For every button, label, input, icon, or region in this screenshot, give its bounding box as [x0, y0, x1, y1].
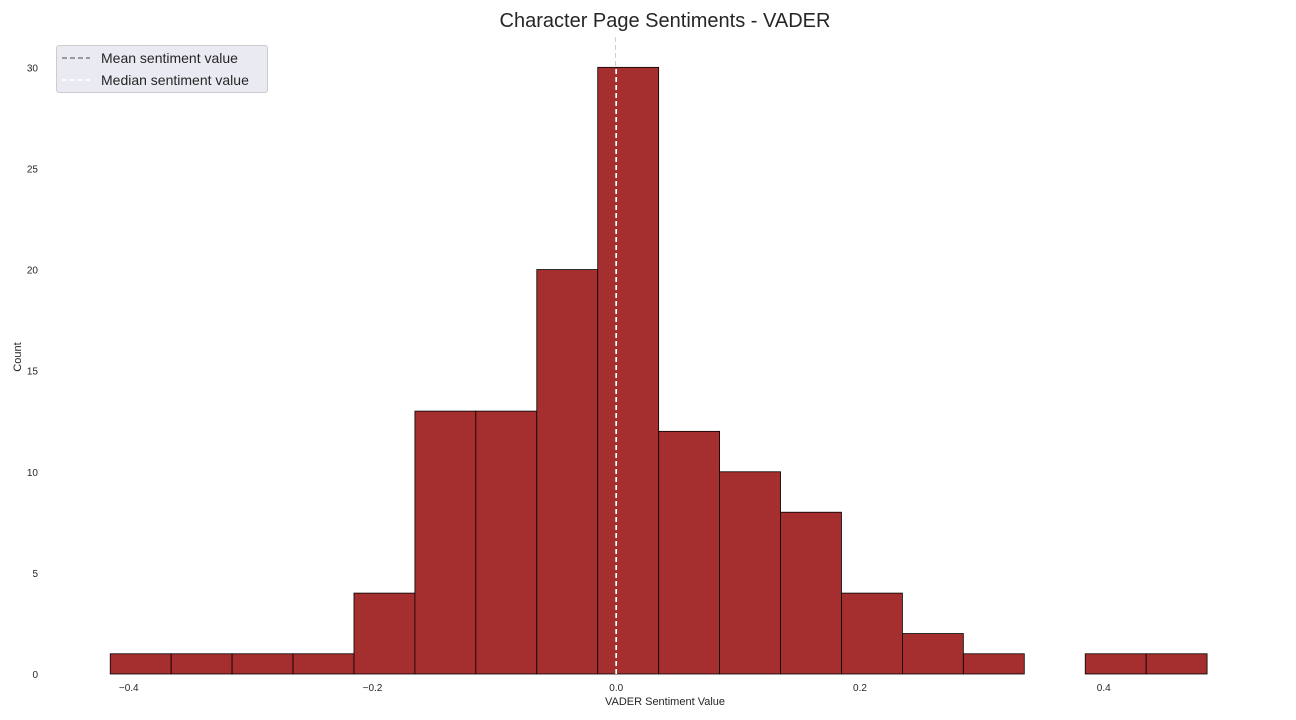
histogram-bar [1084, 653, 1147, 675]
x-axis-label: VADER Sentiment Value [605, 696, 725, 708]
y-tick-label: 10 [27, 468, 39, 479]
y-tick-label: 25 [27, 164, 39, 175]
histogram-bar [231, 653, 294, 675]
dashed-line-icon [57, 47, 91, 69]
histogram-bar [658, 430, 720, 675]
histogram-bar [292, 653, 355, 675]
legend-item-median: Median sentiment value [57, 69, 249, 91]
histogram-bar [1145, 653, 1208, 675]
x-tick-label: 0.2 [853, 683, 867, 694]
y-axis-label: Count [12, 342, 24, 371]
y-tick-label: 30 [27, 63, 39, 74]
x-axis-ticks: −0.4 −0.2 0.0 0.2 0.4 [119, 683, 1111, 694]
histogram-bar [902, 633, 964, 675]
x-tick-label: 0.4 [1097, 683, 1111, 694]
histogram-bar [414, 410, 477, 675]
y-tick-label: 20 [27, 266, 39, 277]
histogram-bar [109, 653, 172, 675]
chart-title: Character Page Sentiments - VADER [500, 10, 831, 32]
histogram-bar [475, 410, 538, 675]
histogram-bar [353, 592, 416, 675]
x-tick-label: −0.4 [119, 683, 139, 694]
x-tick-label: 0.0 [609, 683, 623, 694]
y-axis-ticks: 0 5 10 15 20 25 30 [27, 63, 39, 681]
histogram-bar [719, 471, 781, 675]
legend-item-mean: Mean sentiment value [57, 47, 238, 69]
y-tick-label: 5 [32, 569, 38, 580]
y-tick-label: 15 [27, 367, 39, 378]
legend-median-label: Median sentiment value [101, 72, 249, 88]
histogram-bar [536, 269, 599, 675]
bars-group [109, 66, 1208, 675]
legend: Mean sentiment value Median sentiment va… [56, 45, 268, 93]
histogram-bar [841, 592, 903, 675]
dashed-line-icon [57, 69, 91, 91]
histogram-bar [170, 653, 233, 675]
legend-mean-label: Mean sentiment value [101, 50, 238, 66]
histogram-bar [780, 511, 842, 675]
y-tick-label: 0 [32, 670, 38, 681]
histogram-bar [962, 653, 1025, 675]
histogram-bar [597, 66, 660, 675]
x-tick-label: −0.2 [363, 683, 383, 694]
